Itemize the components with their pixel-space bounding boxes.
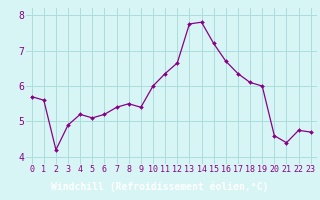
Text: Windchill (Refroidissement éolien,°C): Windchill (Refroidissement éolien,°C)	[51, 182, 269, 192]
